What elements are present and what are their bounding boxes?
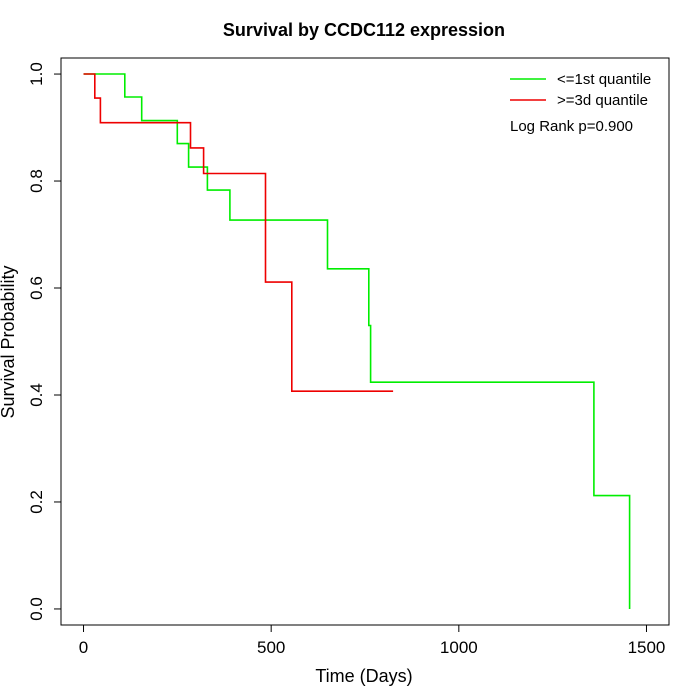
y-tick-label: 0.0 <box>27 597 46 621</box>
axis-ticks: 0 500 1000 1500 0.0 0.2 0.4 0.6 0.8 1.0 <box>27 62 665 657</box>
y-tick-label: 0.4 <box>27 383 46 407</box>
y-axis-label: Survival Probability <box>0 265 18 418</box>
survival-curve-high <box>83 73 394 393</box>
x-tick-label: 1000 <box>440 638 478 657</box>
plot-frame <box>60 57 670 626</box>
y-tick-label: 0.6 <box>27 276 46 300</box>
chart-title: Survival by CCDC112 expression <box>223 20 505 40</box>
y-tick-label: 0.8 <box>27 169 46 193</box>
survival-curve-low <box>83 73 631 609</box>
y-tick-label: 0.2 <box>27 490 46 514</box>
x-tick-label: 1500 <box>628 638 666 657</box>
x-tick-label: 0 <box>79 638 88 657</box>
y-tick-label: 1.0 <box>27 62 46 86</box>
x-tick-label: 500 <box>257 638 285 657</box>
legend: <=1st quantile >=3d quantile <box>510 71 651 109</box>
legend-label-low: <=1st quantile <box>557 71 651 88</box>
series-layer <box>83 73 631 609</box>
legend-label-high: >=3d quantile <box>557 92 648 109</box>
log-rank-annotation: Log Rank p=0.900 <box>510 118 633 135</box>
x-axis-label: Time (Days) <box>315 666 412 686</box>
